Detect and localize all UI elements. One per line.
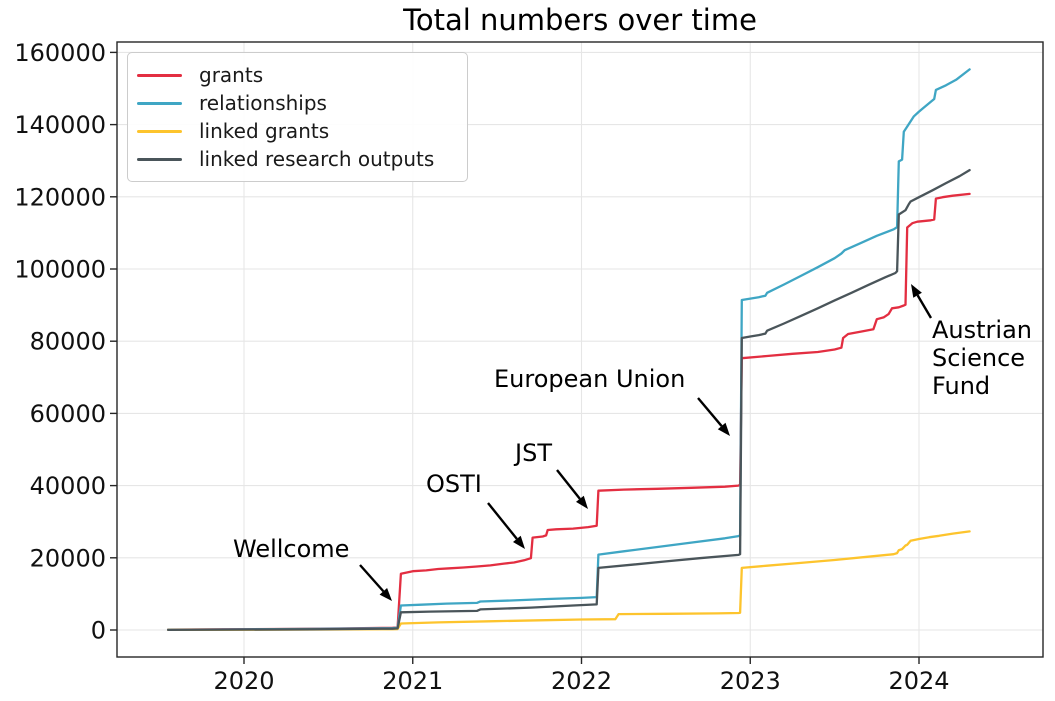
- legend-label: relationships: [199, 91, 327, 115]
- y-tick-label-80000: 80000: [30, 328, 106, 356]
- arrow-line-jst: [556, 469, 581, 500]
- arrow-head-european-union: [717, 422, 730, 436]
- legend-label: grants: [199, 63, 264, 87]
- x-tick-label-2022: 2022: [551, 667, 612, 695]
- arrow-line-wellcome: [359, 564, 385, 593]
- chart-title: Total numbers over time: [403, 3, 757, 37]
- legend-label: linked grants: [199, 119, 330, 143]
- annotation-osti: OSTI: [426, 470, 482, 498]
- arrow-head-osti: [513, 535, 525, 549]
- axes-spines: [116, 41, 1044, 658]
- annotation-jst: JST: [515, 439, 552, 467]
- annotation-european-union: European Union: [494, 365, 686, 393]
- legend-item-relationships: relationships: [128, 93, 467, 113]
- y-tick-label-0: 0: [91, 617, 106, 645]
- annotation-austrian-science-fund: Austrian Science Fund: [932, 316, 1032, 400]
- arrow-head-austrian-science-fund: [911, 284, 922, 298]
- arrow-line-austrian-science-fund: [916, 294, 933, 319]
- y-tick-label-20000: 20000: [30, 544, 106, 572]
- series-line-linked-grants: [166, 530, 971, 632]
- series-line-grants: [166, 192, 971, 631]
- x-tick-label-2024: 2024: [888, 667, 949, 695]
- x-tick-label-2021: 2021: [382, 667, 443, 695]
- arrow-line-osti: [487, 502, 518, 540]
- legend-line-grants: [137, 73, 182, 77]
- arrow-head-wellcome: [379, 588, 392, 601]
- arrow-line-european-union: [697, 397, 723, 427]
- y-tick-label-60000: 60000: [30, 400, 106, 428]
- legend-line-linked-research-outputs: [137, 157, 182, 161]
- legend-line-relationships: [137, 101, 182, 105]
- legend-label: linked research outputs: [199, 147, 435, 171]
- arrow-head-jst: [576, 495, 588, 509]
- legend-line-linked-grants: [137, 129, 182, 133]
- series-line-relationships: [166, 68, 971, 631]
- legend-item-linked-research-outputs: linked research outputs: [128, 149, 467, 169]
- x-tick-label-2023: 2023: [720, 667, 781, 695]
- x-tick-label-2020: 2020: [213, 667, 274, 695]
- y-tick-label-160000: 160000: [14, 39, 106, 67]
- y-tick-label-140000: 140000: [14, 111, 106, 139]
- y-tick-label-100000: 100000: [14, 256, 106, 284]
- legend-item-linked-grants: linked grants: [128, 121, 467, 141]
- legend: grants relationships linked grants linke…: [127, 52, 468, 182]
- series-line-linked-research-outputs: [166, 168, 971, 632]
- annotation-wellcome: Wellcome: [233, 535, 350, 563]
- y-tick-label-120000: 120000: [14, 183, 106, 211]
- legend-item-grants: grants: [128, 65, 467, 85]
- y-tick-label-40000: 40000: [30, 472, 106, 500]
